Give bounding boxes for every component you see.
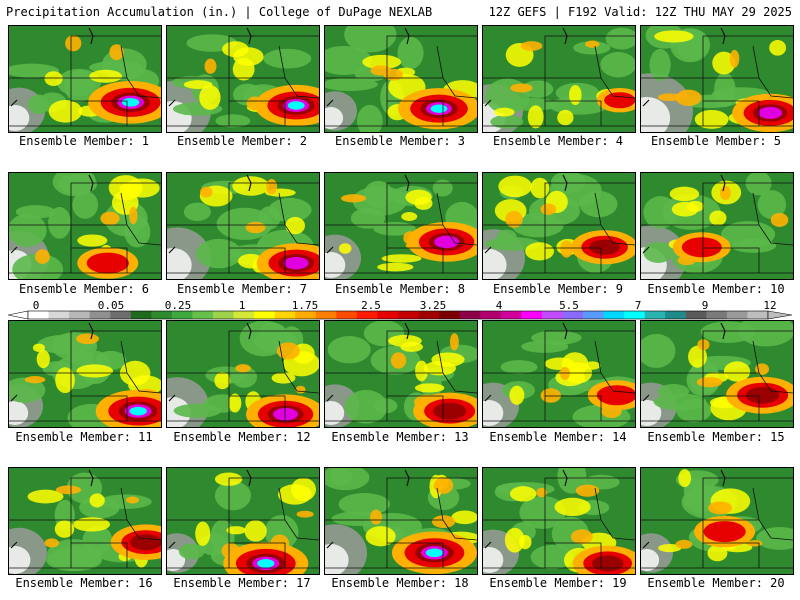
ensemble-panel-14 [482,320,636,428]
run-info: 12Z GEFS | F192 Valid: 12Z THU MAY 29 20… [488,5,792,19]
ensemble-panel-7 [166,172,320,280]
colorbar-swatch [624,311,646,319]
colorbar-swatch [89,311,111,319]
colorbar-swatch [747,311,769,319]
colorbar-swatch [418,311,440,319]
ensemble-panel-19 [482,467,636,575]
ensemble-panel-16 [8,467,162,575]
colorbar-tick-label: 3.25 [419,299,447,312]
colorbar-tick-label: 2.5 [361,299,381,312]
ensemble-caption-14: Ensemble Member: 14 [489,430,627,444]
colorbar-swatch [583,311,605,319]
colorbar-swatch [110,311,132,319]
colorbar-swatch [356,311,378,319]
colorbar-tick-label: 0 [32,299,40,312]
colorbar-swatch [192,311,214,319]
ensemble-panel-2 [166,25,320,133]
ensemble-caption-8: Ensemble Member: 8 [334,282,466,296]
colorbar-scale [8,310,792,320]
colorbar-arrow-left [8,310,29,320]
ensemble-panel-20 [640,467,794,575]
ensemble-panel-13 [324,320,478,428]
page-title: Precipitation Accumulation (in.) | Colle… [6,5,433,19]
colorbar-tick-label: 9 [701,299,709,312]
colorbar-tick-label: 1 [238,299,246,312]
colorbar-swatch [603,311,625,319]
colorbar-swatch [130,311,152,319]
ensemble-caption-7: Ensemble Member: 7 [176,282,308,296]
colorbar-swatch [377,311,399,319]
colorbar-swatch [644,311,666,319]
colorbar-swatch [69,311,91,319]
ensemble-caption-4: Ensemble Member: 4 [492,134,624,148]
ensemble-panel-15 [640,320,794,428]
ensemble-caption-9: Ensemble Member: 9 [492,282,624,296]
colorbar-swatch [562,311,584,319]
ensemble-caption-13: Ensemble Member: 13 [331,430,469,444]
ensemble-panel-9 [482,172,636,280]
ensemble-caption-10: Ensemble Member: 10 [647,282,785,296]
ensemble-caption-17: Ensemble Member: 17 [173,576,311,590]
colorbar-swatch [706,311,728,319]
colorbar-swatch [48,311,70,319]
colorbar-swatch [398,311,420,319]
ensemble-panel-5 [640,25,794,133]
colorbar-arrow-right [767,310,792,320]
ensemble-caption-18: Ensemble Member: 18 [331,576,469,590]
ensemble-panel-1 [8,25,162,133]
colorbar-tick-label: 1.75 [291,299,319,312]
ensemble-panel-12 [166,320,320,428]
ensemble-caption-19: Ensemble Member: 19 [489,576,627,590]
colorbar: 0 0.05 0.25 1 1.75 2.5 3.25 4 5.5 7 9 12 [8,300,792,320]
colorbar-swatch [480,311,502,319]
ensemble-caption-2: Ensemble Member: 2 [176,134,308,148]
colorbar-swatch [28,311,50,319]
colorbar-swatch [439,311,461,319]
colorbar-swatch [233,311,255,319]
colorbar-swatch [665,311,687,319]
colorbar-tick-label: 5.5 [559,299,579,312]
colorbar-tick-label: 12 [763,299,777,312]
colorbar-tick-label: 7 [634,299,642,312]
colorbar-swatch [213,311,235,319]
ensemble-caption-5: Ensemble Member: 5 [650,134,782,148]
ensemble-panel-10 [640,172,794,280]
colorbar-tick-label: 0.05 [97,299,125,312]
ensemble-caption-12: Ensemble Member: 12 [173,430,311,444]
ensemble-panel-18 [324,467,478,575]
colorbar-swatch [500,311,522,319]
ensemble-panel-4 [482,25,636,133]
colorbar-swatch [726,311,748,319]
ensemble-panel-11 [8,320,162,428]
colorbar-tick-label: 0.25 [164,299,192,312]
ensemble-caption-16: Ensemble Member: 16 [15,576,153,590]
ensemble-panel-8 [324,172,478,280]
ensemble-panel-6 [8,172,162,280]
colorbar-swatch [685,311,707,319]
colorbar-swatch [254,311,276,319]
ensemble-panel-3 [324,25,478,133]
ensemble-panel-17 [166,467,320,575]
colorbar-swatch [541,311,563,319]
colorbar-swatch [521,311,543,319]
ensemble-caption-11: Ensemble Member: 11 [15,430,153,444]
colorbar-swatch [315,311,337,319]
ensemble-caption-15: Ensemble Member: 15 [647,430,785,444]
colorbar-swatch [295,311,317,319]
colorbar-swatch [336,311,358,319]
colorbar-tick-label: 4 [495,299,503,312]
ensemble-caption-3: Ensemble Member: 3 [334,134,466,148]
ensemble-caption-6: Ensemble Member: 6 [18,282,150,296]
ensemble-caption-20: Ensemble Member: 20 [647,576,785,590]
colorbar-swatch [459,311,481,319]
ensemble-caption-1: Ensemble Member: 1 [18,134,150,148]
colorbar-swatch [171,311,193,319]
colorbar-swatch [274,311,296,319]
colorbar-swatch [151,311,173,319]
